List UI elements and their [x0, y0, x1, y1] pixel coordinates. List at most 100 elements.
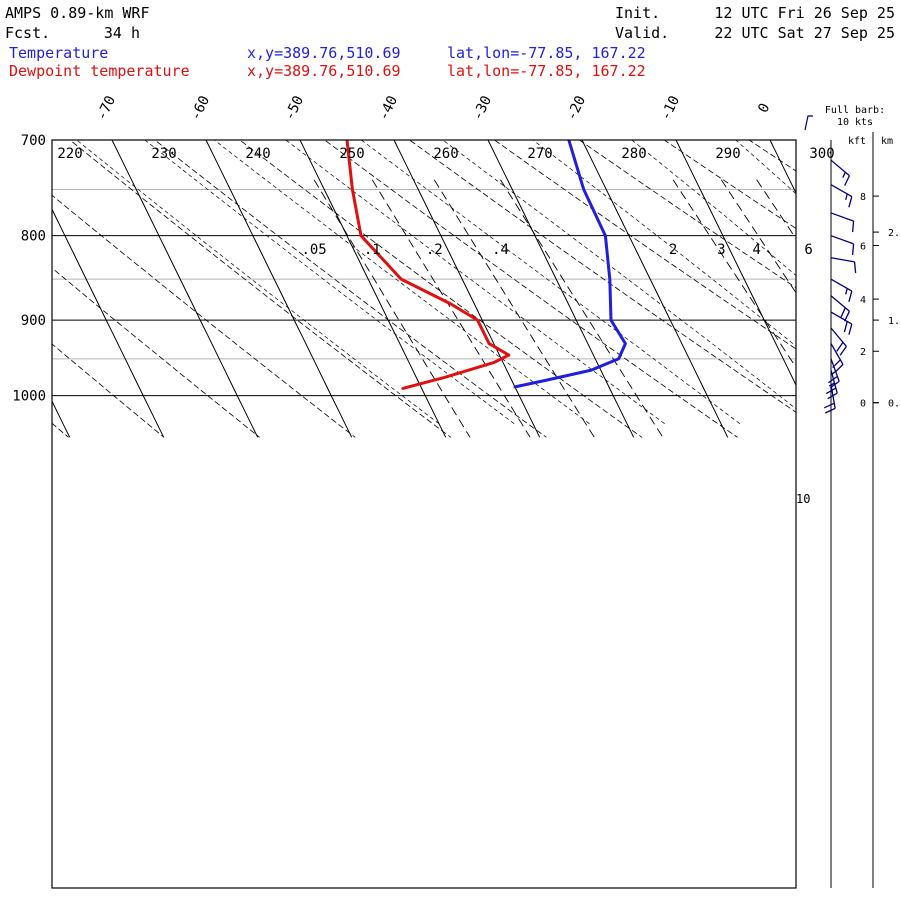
plot-frame	[51, 139, 797, 889]
dry-adiabat-line	[154, 140, 547, 438]
kft-tick-label: 2	[860, 347, 866, 358]
dry-adiabat-line	[663, 140, 796, 229]
isotherm-label: -70	[94, 93, 119, 123]
kft-tick-label: 0	[860, 399, 866, 410]
dry-adiabat-label: 290	[715, 146, 740, 162]
init-value: 12 UTC Fri 26 Sep 25	[714, 4, 895, 22]
moist-adiabat-line	[360, 140, 741, 424]
wind-barb	[830, 278, 853, 302]
wind-barb-flag	[842, 171, 846, 178]
kft-tick-label: 8	[860, 192, 866, 203]
wind-barb-shaft	[830, 369, 838, 394]
wind-barb-flag	[824, 402, 835, 409]
isotherm-label: -50	[282, 93, 307, 123]
mixing-ratio-label: 6	[804, 242, 812, 258]
kft-tick-label: 6	[860, 241, 866, 252]
legend-dewpoint-label: Dewpoint temperature	[9, 62, 190, 80]
wind-barb-flag	[845, 288, 848, 295]
pressure-tick-label: 900	[21, 313, 46, 329]
pressure-tick-label: 1000	[12, 389, 46, 405]
wind-barb-shaft	[830, 358, 840, 382]
legend-dewpoint-xy: x,y=389.76,510.69	[247, 62, 401, 80]
wind-barb-flag	[848, 196, 853, 208]
wind-barb-shaft	[830, 343, 844, 365]
wind-barb-flag	[851, 243, 855, 255]
pressure-tick-label: 800	[21, 229, 46, 245]
wind-barb-shaft	[830, 257, 855, 263]
pressure-tick-label: 700	[21, 133, 46, 149]
legend-dewpoint-latlon: lat,lon=-77.85, 167.22	[447, 62, 646, 80]
dry-adiabat-label: 230	[151, 146, 176, 162]
wind-barb	[824, 384, 836, 414]
wind-barb-shaft	[830, 311, 853, 325]
dry-adiabat-line	[69, 140, 452, 438]
fcst-value: 34 h	[104, 24, 140, 42]
mixing-ratio-line	[720, 179, 796, 294]
wind-barb-flag	[848, 290, 853, 302]
fcst-label: Fcst.	[5, 24, 50, 42]
dry-adiabat-line	[52, 267, 260, 438]
mixing-ratio-line	[809, 180, 900, 438]
wind-barb	[830, 295, 850, 322]
wind-barb-flag	[839, 346, 847, 356]
isotherm-label: -10	[658, 93, 683, 123]
isotherm-line	[581, 140, 729, 438]
wind-barb-flag	[824, 407, 836, 414]
wind-barb	[830, 159, 850, 186]
mixing-ratio-label: .05	[301, 242, 326, 258]
wind-barb	[830, 343, 844, 373]
dry-adiabat-line	[239, 140, 643, 438]
km-tick-label: 1.	[888, 316, 900, 327]
kft-tick-label: 4	[860, 295, 866, 306]
dry-adiabat-line	[408, 140, 796, 413]
wind-barb-flag	[843, 321, 848, 333]
wind-barb-flag	[851, 221, 855, 233]
wind-barb-flag	[848, 323, 853, 335]
wind-barb-flag	[853, 261, 857, 273]
isotherm-label: -20	[564, 93, 589, 123]
valid-label: Valid.	[615, 24, 669, 42]
legend-temperature-latlon: lat,lon=-77.85, 167.22	[447, 44, 646, 62]
mixing-ratio-label: 4	[753, 242, 761, 258]
wind-barb	[830, 184, 853, 208]
barb-legend-line1: Full barb:	[825, 105, 885, 116]
dry-adiabat-label: 300	[809, 146, 834, 162]
kft-label: kft	[848, 136, 866, 147]
moist-adiabat-line	[76, 140, 440, 424]
wind-barb-flag	[844, 310, 850, 322]
dry-adiabat-label: 270	[527, 146, 552, 162]
isotherm-label: -30	[470, 93, 495, 123]
wind-barb-shaft	[830, 184, 853, 198]
mixing-ratio-label: 3	[717, 242, 725, 258]
moist-adiabat-line	[144, 140, 515, 424]
isotherm-label: -60	[188, 93, 213, 123]
wind-barb-shaft	[830, 212, 854, 222]
km-label: km	[881, 136, 893, 147]
wind-barb-shaft	[830, 327, 847, 347]
mixing-ratio-line	[371, 179, 531, 438]
wind-barb-flag	[825, 387, 837, 395]
isotherm-line	[769, 140, 796, 195]
wind-barb-shaft	[830, 295, 850, 312]
dry-adiabat-line	[802, 119, 900, 437]
isotherm-line	[52, 208, 165, 438]
wind-barb	[830, 212, 855, 233]
dewpoint-profile-line	[345, 140, 511, 390]
dry-adiabat-line	[493, 140, 796, 350]
moist-adiabat-line	[631, 140, 796, 276]
grid-layer	[52, 119, 900, 438]
valid-value: 22 UTC Sat 27 Sep 25	[714, 24, 895, 42]
wind-barb-shaft	[830, 159, 850, 177]
wind-barb	[830, 311, 853, 335]
moist-adiabat-line	[442, 140, 796, 410]
wind-barb-shaft	[830, 278, 853, 292]
wind-barb-flag	[828, 382, 835, 387]
legend-temperature-xy: x,y=389.76,510.69	[247, 44, 401, 62]
init-label: Init.	[615, 4, 660, 22]
wind-barb	[825, 369, 838, 400]
legend-temperature-label: Temperature	[9, 44, 108, 62]
model-title: AMPS 0.89-km WRF	[5, 4, 150, 22]
profile-layer	[345, 140, 627, 390]
isotherm-line	[393, 140, 541, 438]
